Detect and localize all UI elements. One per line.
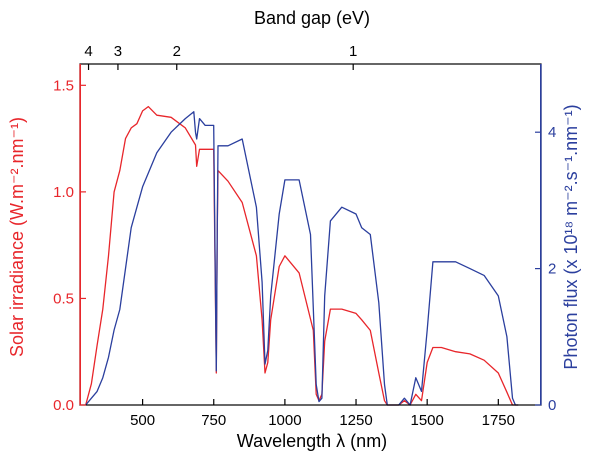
photon-flux-series-line [85,111,519,406]
y-right-tick-label: 0 [548,397,556,414]
x-tick-label: 1750 [482,412,515,429]
y-left-tick-label: 0.5 [53,290,74,307]
x-tick-label: 1000 [268,412,301,429]
irradiance-series-line [85,105,519,406]
x-tick-label: 750 [201,412,226,429]
top-tick-label: 4 [84,43,92,60]
right-axis-title: Photon flux (x 10¹⁸ m⁻².s⁻¹.nm⁻¹) [561,104,581,369]
y-left-tick-label: 1.5 [53,77,74,94]
y-right-tick-label: 4 [548,124,556,141]
x-tick-label: 1500 [410,412,443,429]
y-left-tick-label: 1.0 [53,184,74,201]
right-axis-line [540,64,542,405]
x-tick-label: 500 [130,412,155,429]
top-tick-label: 1 [349,43,357,60]
left-axis-title: Solar irradiance (W.m⁻².nm⁻¹) [7,117,27,357]
series-layer [85,105,519,406]
x-axis-title: Wavelength λ (nm) [237,431,387,451]
y-right-tick-label: 2 [548,261,556,278]
top-tick-label: 2 [173,43,181,60]
top-tick-label: 3 [114,43,122,60]
y-left-tick-label: 0.0 [53,397,74,414]
x-tick-label: 1250 [339,412,372,429]
left-axis-line [79,64,81,405]
top-axis-title: Band gap (eV) [254,8,370,28]
ticks-layer: 500 750 1000 1250 1500 1750 0.0 0.5 1.0 1.5 0 2 4 4 3 2… [53,43,556,429]
